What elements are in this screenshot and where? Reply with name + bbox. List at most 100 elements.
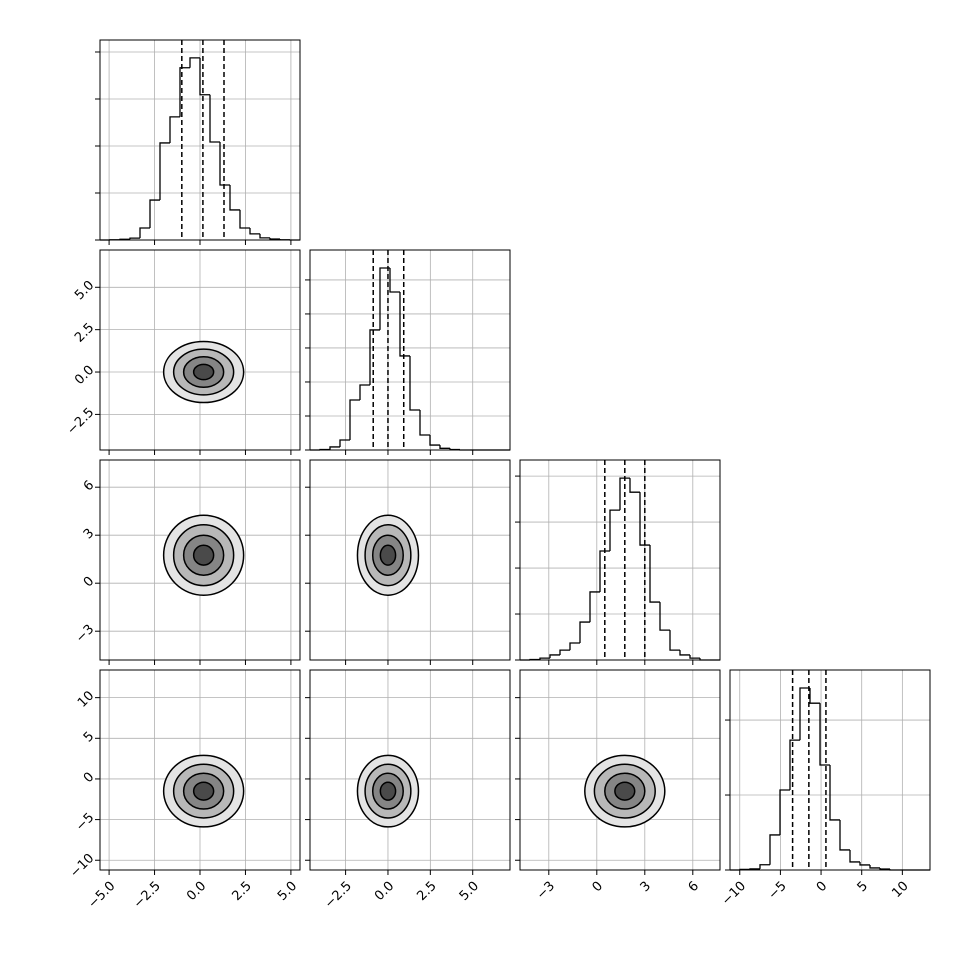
y-tick-label: −10 [67, 851, 97, 881]
histogram-bin [679, 650, 690, 656]
histogram-bin [669, 630, 680, 651]
contour [379, 781, 397, 801]
histogram-bin [209, 94, 220, 143]
y-tick-label: 0 [81, 574, 97, 590]
histogram-bin [839, 819, 850, 851]
panel-frame [99, 39, 301, 241]
histogram-bin [779, 789, 790, 835]
panel-frame [309, 669, 511, 871]
x-tick-label: −2.5 [322, 879, 355, 912]
histogram-bin [799, 687, 810, 741]
panel-frame [729, 669, 931, 871]
histogram-bin [429, 435, 440, 446]
histogram-bin [199, 57, 210, 96]
histogram-bin [659, 602, 670, 631]
histogram-bin [259, 233, 270, 239]
histogram-bin [759, 864, 770, 869]
histogram-bin [649, 545, 660, 603]
x-tick-label: 0.0 [184, 879, 209, 904]
y-tick-label: −3 [73, 622, 97, 646]
histogram-bin [639, 492, 650, 546]
contour [192, 544, 215, 566]
x-tick-label: 3 [638, 879, 654, 895]
panel-frame [99, 249, 301, 451]
histogram-bin [189, 57, 200, 68]
panel-frame [99, 669, 301, 871]
histogram-bin [819, 703, 830, 766]
histogram-bin [749, 868, 760, 870]
histogram-bin [219, 141, 230, 186]
x-tick-label: 2.5 [414, 879, 439, 904]
x-tick-label: −5.0 [85, 879, 118, 912]
histogram-bin [569, 642, 580, 651]
x-tick-label: −5 [766, 879, 790, 903]
histogram-bin [609, 509, 620, 552]
histogram-bin [409, 355, 420, 411]
histogram-bin [229, 185, 240, 211]
histogram-bin [589, 591, 600, 623]
histogram-bin [809, 687, 820, 704]
y-tick-label: 6 [81, 478, 97, 494]
histogram-bin [559, 649, 570, 655]
panel-frame [309, 459, 511, 661]
histogram-bin [829, 765, 840, 821]
y-tick-label: 0.0 [72, 363, 97, 388]
histogram-bin [599, 550, 610, 592]
histogram-bin [539, 657, 550, 660]
y-tick-label: −2.5 [64, 405, 97, 438]
y-tick-label: 2.5 [72, 320, 97, 345]
contour [192, 363, 215, 381]
contour [192, 781, 215, 801]
histogram-bin [379, 267, 390, 330]
x-tick-label: 10 [889, 879, 911, 901]
histogram-bin [449, 448, 460, 451]
histogram-bin [629, 478, 640, 493]
histogram-bin [169, 116, 180, 143]
histogram-bin [179, 67, 190, 117]
y-tick-label: 5.0 [72, 278, 97, 303]
panel-frame [309, 249, 511, 451]
panel-frame [519, 669, 721, 871]
histogram-bin [329, 446, 340, 450]
histogram-bin [369, 329, 380, 386]
y-tick-label: 3 [81, 526, 97, 542]
histogram-bin [789, 739, 800, 790]
histogram-bin [339, 439, 350, 447]
y-tick-label: −5 [73, 810, 97, 834]
x-tick-label: 5.0 [275, 879, 300, 904]
x-tick-label: −3 [534, 879, 558, 903]
histogram-bin [239, 209, 250, 229]
x-tick-label: 6 [686, 879, 702, 895]
histogram-bin [269, 237, 280, 240]
histogram-bin [249, 228, 260, 235]
histogram-bin [869, 864, 880, 869]
y-tick-label: 5 [81, 729, 97, 745]
x-tick-label: −10 [719, 879, 749, 909]
x-tick-label: −2.5 [131, 879, 164, 912]
histogram-bin [159, 142, 170, 201]
histogram-bin [139, 227, 150, 239]
contour [614, 781, 636, 801]
histogram-bin [769, 834, 780, 865]
histogram-bin [879, 867, 890, 870]
x-tick-label: 5.0 [457, 879, 482, 904]
histogram-bin [349, 399, 360, 440]
panel-frame [519, 459, 721, 661]
histogram-bin [579, 621, 590, 643]
x-tick-label: 0 [814, 879, 830, 895]
x-tick-label: 0 [590, 879, 606, 895]
y-tick-label: 10 [75, 688, 97, 710]
histogram-bin [419, 410, 430, 436]
x-tick-label: 0.0 [372, 879, 397, 904]
x-tick-label: 2.5 [230, 879, 255, 904]
histogram-bin [129, 237, 140, 240]
histogram-bin [149, 199, 160, 229]
y-tick-label: 0 [81, 770, 97, 786]
x-tick-label: 5 [855, 879, 871, 895]
panel-background [310, 250, 510, 450]
histogram-bin [689, 654, 700, 659]
histogram-bin [399, 292, 410, 357]
histogram-bin [859, 861, 870, 866]
histogram-bin [849, 849, 860, 863]
